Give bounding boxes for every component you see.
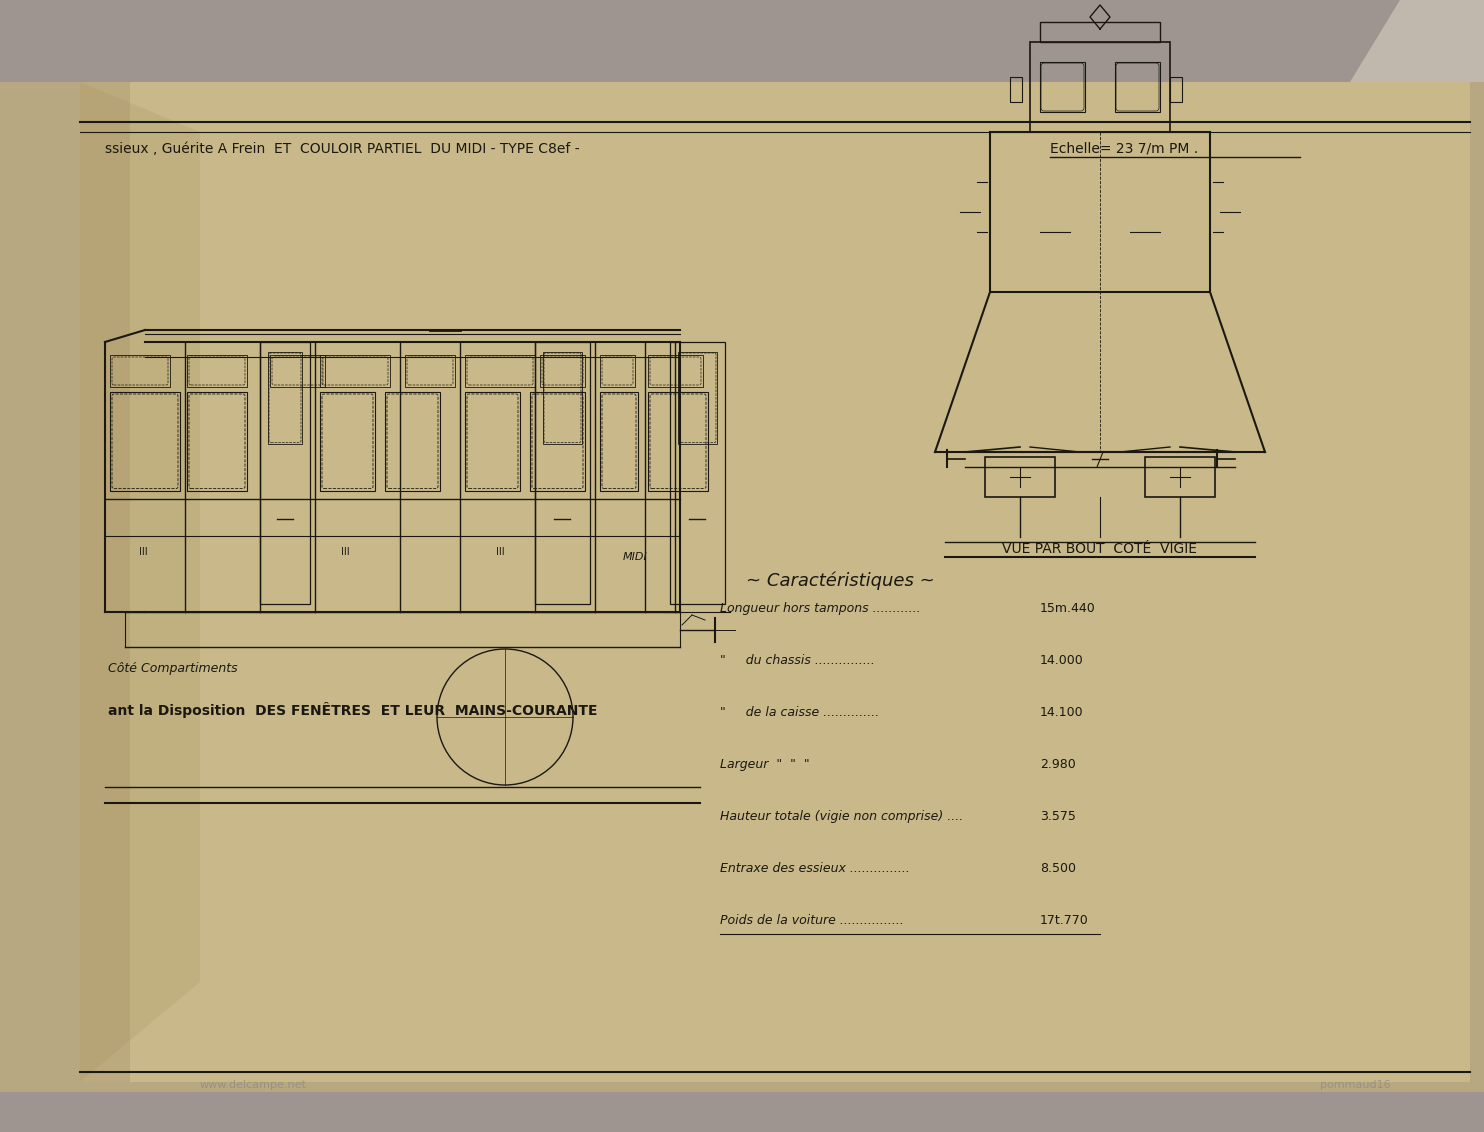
Text: Côté Compartiments: Côté Compartiments <box>108 662 237 675</box>
Text: Largeur  "  "  ": Largeur " " " <box>720 758 862 771</box>
Bar <box>530 392 585 490</box>
Bar <box>1030 42 1169 132</box>
Text: Hauteur totale (vigie non comprise) ....: Hauteur totale (vigie non comprise) .... <box>720 811 963 823</box>
Text: Entraxe des essieux ...............: Entraxe des essieux ............... <box>720 861 910 875</box>
Bar <box>649 392 708 490</box>
Polygon shape <box>1350 0 1484 82</box>
Text: Poids de la voiture ................: Poids de la voiture ................ <box>720 914 904 927</box>
Text: MIDI: MIDI <box>623 552 647 561</box>
Text: "     du chassis ...............: " du chassis ............... <box>720 654 876 667</box>
Bar <box>187 355 246 387</box>
Bar <box>187 392 246 490</box>
Text: 8.500: 8.500 <box>1040 861 1076 875</box>
Text: VUE PAR BOUT  COTÉ  VIGIE: VUE PAR BOUT COTÉ VIGIE <box>1003 542 1198 556</box>
Text: 15m.440: 15m.440 <box>1040 602 1095 615</box>
Bar <box>1146 457 1215 497</box>
Bar <box>464 355 536 387</box>
Bar <box>464 392 519 490</box>
Bar <box>669 342 726 604</box>
Bar <box>1114 62 1160 112</box>
Bar <box>540 355 585 387</box>
Text: 3.575: 3.575 <box>1040 811 1076 823</box>
Text: 14.100: 14.100 <box>1040 706 1083 719</box>
Bar <box>384 392 439 490</box>
Bar <box>269 352 303 444</box>
Bar <box>1040 62 1085 112</box>
Text: ssieux , Guérite A Frein  ET  COULOIR PARTIEL  DU MIDI - TYPE C8ef -: ssieux , Guérite A Frein ET COULOIR PART… <box>105 142 580 156</box>
Text: 14.000: 14.000 <box>1040 654 1083 667</box>
Text: III: III <box>341 547 349 557</box>
Polygon shape <box>80 82 200 1082</box>
Polygon shape <box>80 82 1471 1082</box>
Text: III: III <box>496 547 505 557</box>
Bar <box>405 355 456 387</box>
Polygon shape <box>0 0 1484 82</box>
Bar <box>600 355 635 387</box>
Text: 17t.770: 17t.770 <box>1040 914 1089 927</box>
Text: ant la Disposition  DES FENÊTRES  ET LEUR  MAINS-COURANTE: ant la Disposition DES FENÊTRES ET LEUR … <box>108 702 598 718</box>
Polygon shape <box>80 82 131 1082</box>
Bar <box>543 352 582 444</box>
Text: www.delcampe.net: www.delcampe.net <box>200 1080 307 1090</box>
Bar <box>1169 77 1181 102</box>
Bar <box>110 392 180 490</box>
Text: "     de la caisse ..............: " de la caisse .............. <box>720 706 879 719</box>
Polygon shape <box>0 1092 1484 1132</box>
Bar <box>678 352 717 444</box>
Text: 2.980: 2.980 <box>1040 758 1076 771</box>
Bar <box>260 342 310 604</box>
Bar <box>110 355 171 387</box>
Bar <box>321 392 375 490</box>
Bar <box>1011 77 1022 102</box>
Bar <box>649 355 703 387</box>
Text: Longueur hors tampons ............: Longueur hors tampons ............ <box>720 602 920 615</box>
Bar <box>321 355 390 387</box>
Bar <box>1040 22 1160 42</box>
Text: pommaud16: pommaud16 <box>1319 1080 1391 1090</box>
Text: III: III <box>138 547 147 557</box>
Bar <box>536 342 591 604</box>
Text: Echelle= 23 7/m PM .: Echelle= 23 7/m PM . <box>1051 142 1198 156</box>
Text: ~ Caractéristiques ~: ~ Caractéristiques ~ <box>745 572 935 591</box>
Bar <box>600 392 638 490</box>
Bar <box>270 355 325 387</box>
Bar <box>990 132 1209 292</box>
Bar <box>985 457 1055 497</box>
